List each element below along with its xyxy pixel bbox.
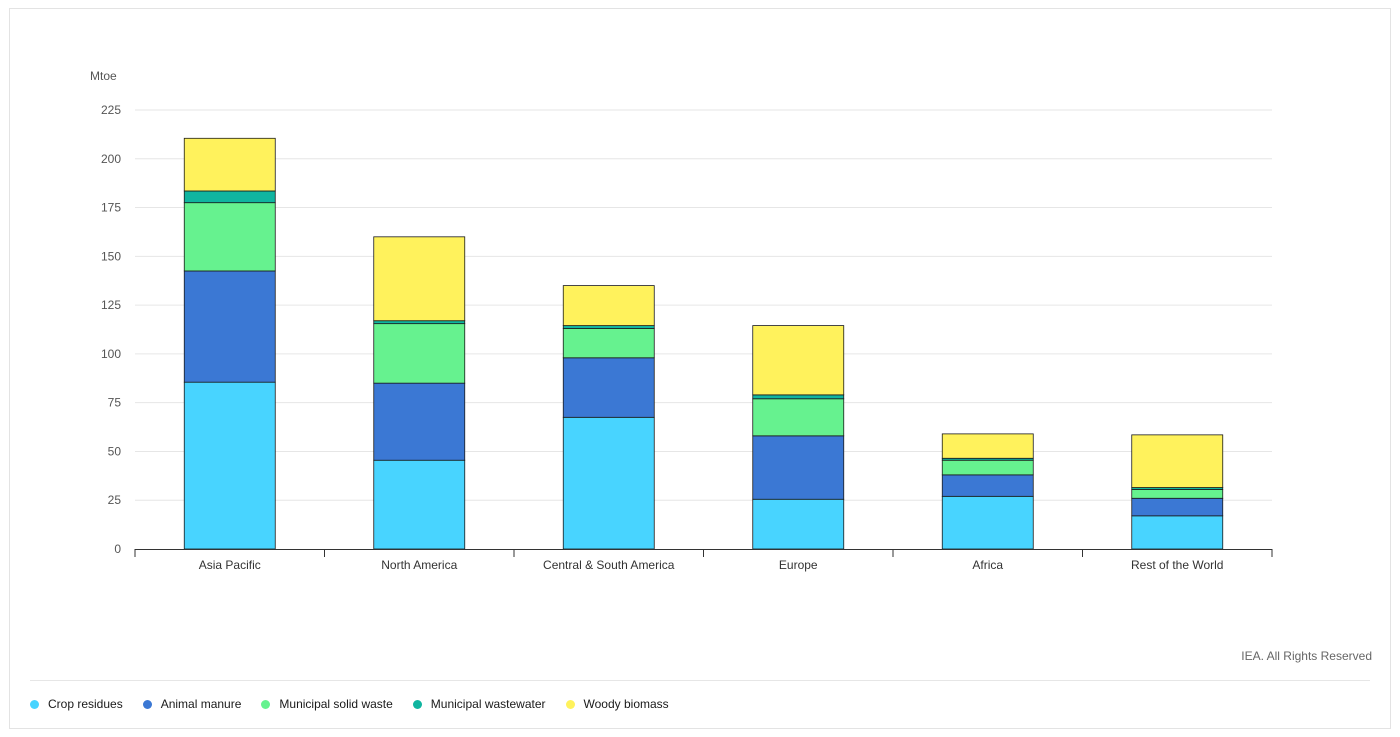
bar-segment <box>183 381 276 550</box>
bar-segment <box>941 474 1034 497</box>
y-tick-label: 100 <box>101 347 121 361</box>
x-tick-label: Africa <box>972 558 1003 572</box>
bar-segment <box>1131 489 1224 499</box>
bar-segment <box>1131 515 1224 550</box>
y-tick-label: 75 <box>108 396 122 410</box>
bar-segment <box>562 285 655 326</box>
bar-segment <box>373 323 466 384</box>
bar-segment <box>941 495 1034 550</box>
y-axis-unit-label: Mtoe <box>90 69 117 83</box>
legend-item[interactable]: Municipal solid waste <box>261 697 393 711</box>
legend-divider <box>30 680 1370 681</box>
bar-stack <box>373 236 466 550</box>
x-tick-label: Europe <box>779 558 818 572</box>
bar-segment <box>183 202 276 272</box>
x-tick-label: North America <box>381 558 457 572</box>
gridlines <box>135 109 1272 501</box>
bar-segment <box>562 357 655 418</box>
x-tick-label: Central & South America <box>543 558 675 572</box>
x-tick-label: Rest of the World <box>1131 558 1223 572</box>
legend-swatch <box>565 699 575 709</box>
legend-item[interactable]: Crop residues <box>30 697 123 711</box>
bar-segment <box>752 398 845 437</box>
bar-segment <box>183 190 276 204</box>
legend-swatch <box>30 699 39 709</box>
bar-segment <box>562 416 655 550</box>
x-tick-label: Asia Pacific <box>199 558 261 572</box>
bar-segment <box>1131 497 1224 517</box>
bar-segment <box>752 394 845 400</box>
legend-item[interactable]: Municipal wastewater <box>412 697 546 711</box>
legend-swatch <box>261 699 271 709</box>
legend-label: Woody biomass <box>583 697 669 711</box>
legend-label: Crop residues <box>48 697 123 711</box>
bar-stack <box>562 285 655 550</box>
legend-swatch <box>412 699 422 709</box>
bar-segment <box>183 270 276 383</box>
legend-item[interactable]: Animal manure <box>142 697 242 711</box>
y-axis-ticks: 0 25 50 75 100 125 150 175 200 225 <box>101 103 121 556</box>
y-tick-label: 200 <box>101 152 121 166</box>
bar-segment <box>562 325 655 329</box>
bar-segment <box>752 498 845 550</box>
x-axis: Asia Pacific North America Central & South… <box>134 549 1273 572</box>
legend-item[interactable]: Woody biomass <box>565 697 669 711</box>
legend-label: Municipal wastewater <box>430 697 546 711</box>
bar-stack <box>1131 434 1224 550</box>
bar-segment <box>562 328 655 359</box>
bar-segment <box>941 459 1034 476</box>
bar-segment <box>373 236 466 322</box>
y-tick-label: 25 <box>108 493 122 507</box>
bar-segment <box>373 459 466 550</box>
legend-label: Animal manure <box>160 697 242 711</box>
bar-stack <box>941 433 1034 550</box>
y-tick-label: 225 <box>101 103 121 117</box>
bar-segment <box>752 435 845 500</box>
bar-segment <box>183 137 276 192</box>
y-tick-label: 150 <box>101 249 121 263</box>
bar-stack <box>752 325 845 550</box>
bars <box>183 137 1224 550</box>
bar-segment <box>941 433 1034 459</box>
bar-segment <box>373 320 466 325</box>
legend: Crop residues Animal manure Municipal soli… <box>30 697 689 711</box>
y-tick-label: 0 <box>114 542 121 556</box>
y-tick-label: 50 <box>108 444 122 458</box>
y-tick-label: 125 <box>101 298 121 312</box>
legend-swatch <box>142 699 152 709</box>
bar-stack <box>183 137 276 550</box>
legend-label: Municipal solid waste <box>279 697 393 711</box>
credit-text: IEA. All Rights Reserved <box>1241 649 1372 663</box>
bar-segment <box>1131 434 1224 488</box>
y-tick-label: 175 <box>101 201 121 215</box>
bar-segment <box>752 325 845 396</box>
bar-segment <box>373 382 466 461</box>
